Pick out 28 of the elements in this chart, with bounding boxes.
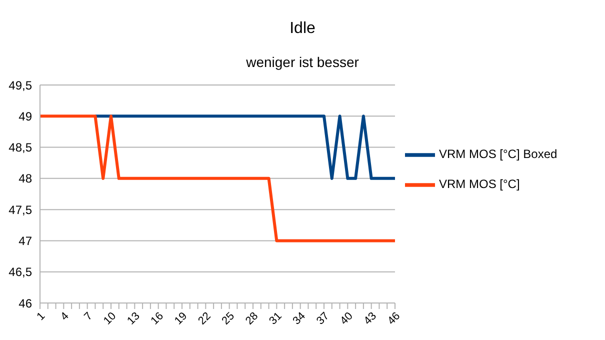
x-tick-label: 4 [58, 310, 72, 323]
x-tick-label: 25 [220, 310, 237, 328]
y-tick-label: 47 [18, 234, 32, 248]
legend-label: VRM MOS [°C] [439, 177, 520, 192]
y-tick-label: 48 [18, 172, 32, 186]
x-tick-label: 34 [290, 310, 308, 328]
x-tick-label: 10 [101, 310, 119, 328]
y-tick-label: 46,5 [8, 265, 32, 280]
y-tick-label: 47,5 [8, 202, 32, 217]
x-tick-label: 19 [172, 310, 190, 328]
x-tick-label: 16 [148, 310, 166, 328]
x-tick-label: 22 [196, 310, 214, 328]
x-tick-label: 46 [385, 310, 403, 328]
y-tick-label: 46 [18, 296, 32, 310]
y-tick-label: 49 [18, 109, 32, 124]
x-tick-label: 37 [314, 310, 332, 328]
x-tick-label: 40 [338, 310, 356, 328]
x-tick-label: 1 [34, 310, 48, 323]
chart-subtitle: weniger ist besser [245, 54, 360, 70]
y-tick-label: 48,5 [8, 140, 32, 155]
legend-label: VRM MOS [°C] Boxed [439, 147, 558, 162]
y-tick-label: 49,5 [8, 78, 32, 92]
x-tick-label: 31 [267, 310, 284, 328]
x-tick-label: 7 [82, 310, 95, 323]
x-tick-label: 28 [243, 310, 261, 328]
chart-title: Idle [288, 20, 316, 38]
x-tick-label: 13 [125, 310, 142, 328]
x-tick-label: 43 [362, 310, 379, 328]
